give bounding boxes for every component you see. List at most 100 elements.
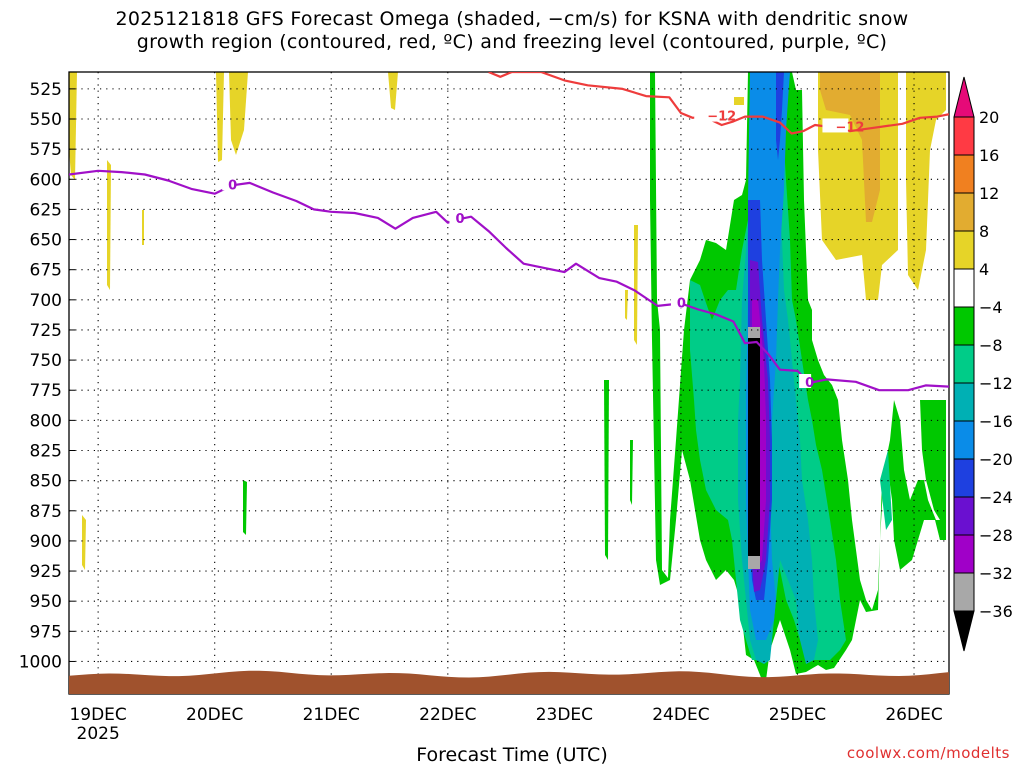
- y-axis-ticks: 525 550 575 600 625 650 675 700 725 750 775 800 825 8…: [19, 80, 75, 672]
- colorbar-label: 12: [979, 184, 999, 203]
- x-tick-label: 26DEC: [885, 705, 942, 725]
- y-tick-label: 775: [30, 381, 62, 401]
- shade-ascent-4: [625, 290, 628, 320]
- freezing-level-contour-label-bg: [222, 176, 235, 191]
- ground-band: [69, 670, 949, 694]
- colorbar-label: −36: [979, 602, 1013, 621]
- shade-descent-20: [776, 72, 784, 160]
- y-tick-label: 550: [30, 110, 62, 130]
- y-tick-label: 675: [30, 261, 62, 281]
- freezing-level-contour-label-bg: [670, 294, 683, 309]
- y-tick-label: 600: [30, 170, 62, 190]
- chart-title-line1: 2025121818 GFS Forecast Omega (shaded, −…: [115, 8, 909, 30]
- colorbar: 20 16 12 8 4 −4 −8 −12 −16 −20 −24 −28 −32 −36: [953, 76, 1013, 652]
- shade-ascent-4: [634, 225, 638, 345]
- shade-descent-4: [604, 380, 609, 560]
- colorbar-swatch: [953, 572, 975, 612]
- shade-descent-4: [935, 520, 946, 540]
- colorbar-swatch: [953, 268, 975, 308]
- shade-descent-8: [880, 450, 892, 530]
- colorbar-top-arrow: [953, 76, 975, 118]
- y-tick-label: 950: [30, 592, 62, 612]
- colorbar-label: 20: [979, 108, 999, 127]
- colorbar-swatch: [953, 116, 975, 156]
- x-tick-label: 21DEC: [303, 705, 360, 725]
- colorbar-label: −16: [979, 412, 1013, 431]
- y-tick-label: 525: [30, 80, 62, 100]
- colorbar-label: 16: [979, 146, 999, 165]
- ground-terrain: [69, 670, 949, 694]
- dgz-minus12-contour-label-bg: [694, 107, 721, 122]
- y-tick-label: 875: [30, 502, 62, 522]
- colorbar-swatch: [953, 496, 975, 536]
- x-tick-sublabel: 2025: [77, 724, 120, 740]
- x-tick-label: 20DEC: [186, 705, 243, 725]
- shade-descent-4: [630, 440, 633, 505]
- colorbar-label: −24: [979, 488, 1013, 507]
- freezing-level-contour-label: 0: [677, 296, 686, 311]
- shade-ascent-4: [734, 97, 744, 105]
- credit-text: coolwx.com/modelts: [846, 744, 1010, 762]
- colorbar-swatch: [953, 230, 975, 270]
- x-gridlines: [97, 72, 915, 694]
- x-axis-label: Forecast Time (UTC): [416, 744, 608, 766]
- shade-ascent-4: [229, 72, 248, 155]
- colorbar-swatch: [953, 306, 975, 346]
- omega-shading: [69, 72, 946, 680]
- y-tick-label: 900: [30, 532, 62, 552]
- colorbar-label: −8: [979, 336, 1003, 355]
- shade-descent-36: [748, 338, 760, 556]
- y-tick-label: 725: [30, 321, 62, 341]
- y-tick-label: 925: [30, 562, 62, 582]
- y-tick-label: 975: [30, 622, 62, 642]
- shade-ascent-4: [107, 160, 111, 290]
- colorbar-label: 4: [979, 260, 989, 279]
- dgz-minus12-contour-label-bg: [822, 118, 849, 133]
- chart-title-line2: growth region (contoured, red, ºC) and f…: [136, 31, 888, 53]
- y-tick-label: 800: [30, 411, 62, 431]
- colorbar-swatch: [953, 420, 975, 460]
- freezing-level-contour-line: [69, 169, 949, 392]
- x-tick-label: 19DEC: [69, 705, 126, 725]
- colorbar-label: −4: [979, 298, 1003, 317]
- dgz-minus12-contour-label: −12: [835, 120, 864, 135]
- y-tick-label: 650: [30, 231, 62, 251]
- y-tick-label: 700: [30, 291, 62, 311]
- freezing-level-contour-label: 0: [228, 178, 237, 193]
- colorbar-swatch: [953, 344, 975, 384]
- freezing-level-contour-label: 0: [805, 376, 814, 391]
- y-tick-label: 850: [30, 472, 62, 492]
- shade-ascent-4: [388, 72, 398, 110]
- shade-ascent-4: [142, 210, 144, 245]
- shade-ascent-4: [906, 72, 946, 290]
- shade-ascent-4: [216, 72, 224, 162]
- colorbar-label: −28: [979, 526, 1013, 545]
- x-tick-label: 25DEC: [769, 705, 826, 725]
- shade-ascent-4: [69, 72, 77, 180]
- colorbar-label: −12: [979, 374, 1013, 393]
- colorbar-label: 8: [979, 222, 989, 241]
- x-tick-label: 23DEC: [536, 705, 593, 725]
- dgz-minus12-contour-line: [488, 72, 949, 135]
- x-tick-label: 24DEC: [652, 705, 709, 725]
- freezing-level-contour-label: 0: [455, 212, 464, 227]
- y-tick-label: 750: [30, 351, 62, 371]
- colorbar-swatch: [953, 458, 975, 498]
- shade-descent-4: [243, 480, 247, 535]
- shade-ascent-8: [820, 72, 880, 222]
- colorbar-label: −32: [979, 564, 1013, 583]
- colorbar-swatch: [953, 382, 975, 422]
- omega-time-height-chart: 5255505756006256506757007257507758008258…: [19, 71, 1013, 740]
- x-tick-label: 22DEC: [419, 705, 476, 725]
- y-tick-label: 575: [30, 140, 62, 160]
- freezing-level-contour-label-bg: [799, 374, 812, 388]
- shade-ascent-4: [82, 515, 86, 570]
- colorbar-swatch: [953, 192, 975, 232]
- dgz-minus12-contour-label: −12: [707, 110, 736, 125]
- contours: 0 0 0 0 −12 −12: [69, 72, 949, 392]
- colorbar-swatch: [953, 154, 975, 194]
- y-tick-label: 625: [30, 200, 62, 220]
- y-tick-label: 1000: [19, 652, 62, 672]
- y-tick-label: 825: [30, 442, 62, 462]
